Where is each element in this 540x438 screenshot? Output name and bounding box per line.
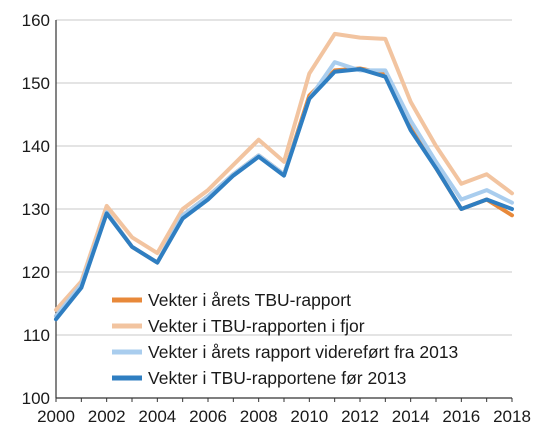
- y-tick-label: 100: [22, 389, 50, 408]
- y-tick-label: 130: [22, 200, 50, 219]
- y-tick-label: 150: [22, 74, 50, 93]
- x-tick-label: 2018: [493, 407, 531, 426]
- series-line-2: [54, 31, 514, 312]
- x-tick-label: 2012: [341, 407, 379, 426]
- x-tick-label: 2014: [392, 407, 430, 426]
- y-axis-ticks: 100 110 120 130 140 150 160: [22, 11, 50, 408]
- y-tick-label: 140: [22, 137, 50, 156]
- series-lines: [54, 31, 514, 322]
- x-tick-label: 2010: [290, 407, 328, 426]
- x-tick-label: 2016: [442, 407, 480, 426]
- legend-label: Vekter i TBU-rapportene før 2013: [148, 368, 406, 388]
- legend: Vekter i årets TBU-rapport Vekter i TBU-r…: [112, 290, 458, 388]
- x-tick-label: 2000: [37, 407, 75, 426]
- series-line-3: [54, 60, 514, 319]
- series-line-1: [54, 66, 514, 319]
- x-tick-label: 2008: [240, 407, 278, 426]
- legend-label: Vekter i TBU-rapporten i fjor: [148, 316, 365, 336]
- legend-label: Vekter i årets rapport videreført fra 20…: [148, 342, 458, 362]
- x-axis-ticks: 2000 2002 2004 2006 2008 2010 2012 2014 2016 2018: [37, 398, 531, 426]
- y-tick-label: 160: [22, 11, 50, 30]
- y-tick-label: 120: [22, 263, 50, 282]
- x-tick-label: 2004: [138, 407, 176, 426]
- y-tick-label: 110: [23, 326, 50, 345]
- x-tick-label: 2006: [189, 407, 227, 426]
- legend-label: Vekter i årets TBU-rapport: [148, 290, 351, 310]
- x-tick-label: 2002: [88, 407, 126, 426]
- series-line-4: [54, 67, 514, 322]
